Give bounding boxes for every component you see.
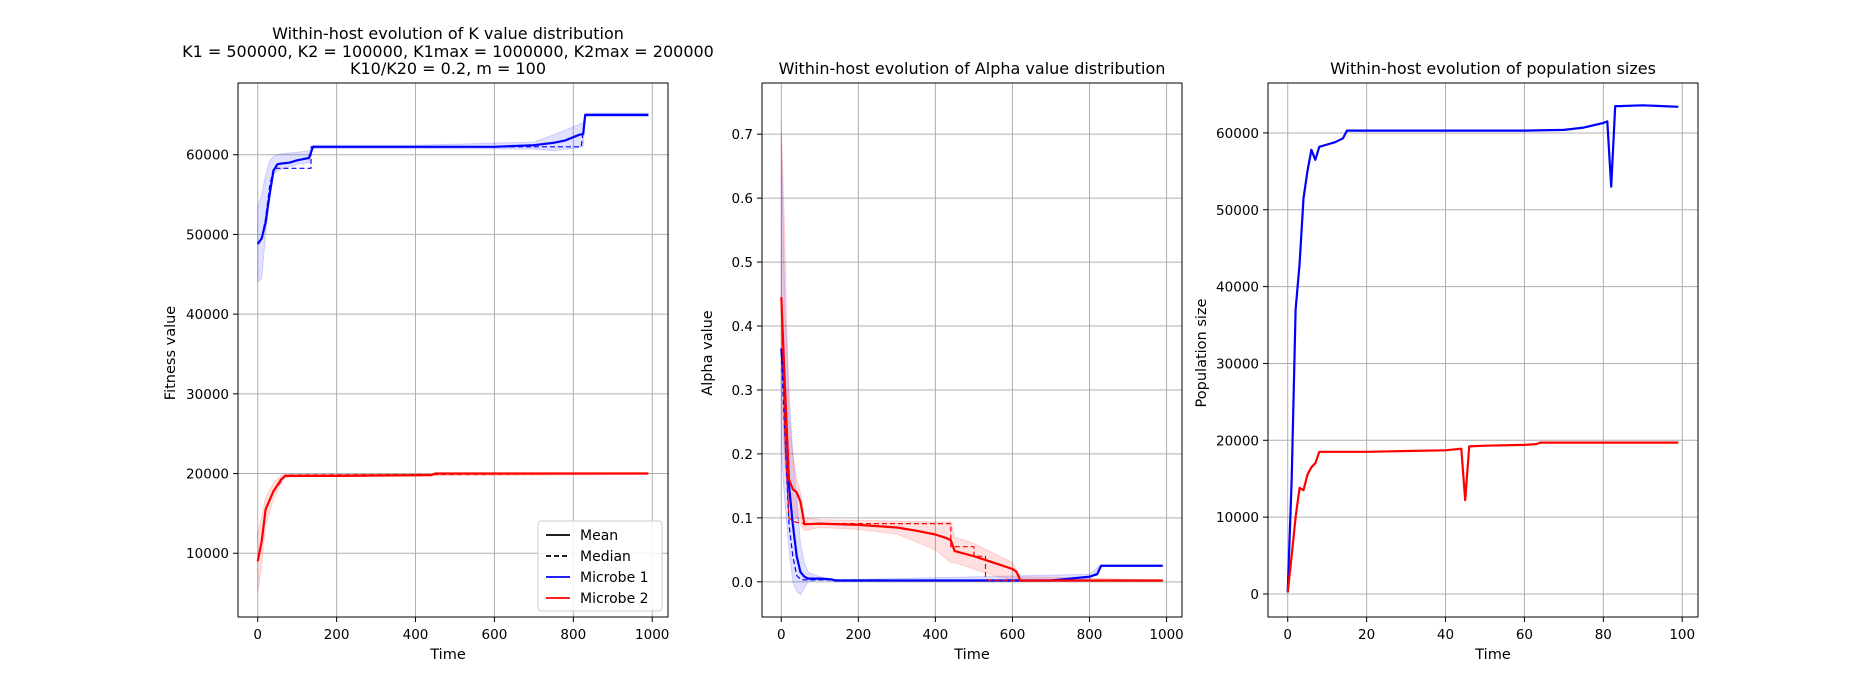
k-panel-microbe-1-median-line bbox=[257, 114, 649, 245]
population-panel-grid bbox=[1268, 83, 1698, 617]
alpha-panel-x-tick-label: 400 bbox=[923, 627, 949, 643]
k-panel-plot-area bbox=[256, 112, 649, 594]
alpha-panel-y-tick-label: 0.5 bbox=[732, 255, 753, 271]
k-panel-x-tick-label: 400 bbox=[403, 627, 429, 643]
alpha-panel-microbe-2-band-band bbox=[780, 121, 1164, 582]
legend-label-microbe-2: Microbe 2 bbox=[580, 591, 649, 607]
k-panel-x-tick-label: 800 bbox=[560, 627, 586, 643]
alpha-panel-x-axis-label: Time bbox=[953, 647, 990, 663]
population-panel-x-tick-label: 100 bbox=[1669, 627, 1695, 643]
population-panel-y-tick-label: 50000 bbox=[1216, 203, 1259, 219]
population-panel-y-axis-label: Population size bbox=[1194, 298, 1210, 407]
alpha-panel-y-tick-label: 0.7 bbox=[732, 127, 753, 143]
alpha-panel-frame bbox=[761, 82, 1183, 618]
population-panel-x-tick-label: 40 bbox=[1437, 627, 1454, 643]
alpha-panel-axes: 0 200 400 600 800 1000 0.0 0.1 0.2 0.3 0.4 0.5 0.6 0.… bbox=[732, 82, 1184, 643]
k-panel-axes: 0 200 400 600 800 1000 10000 20000 30000 40000 500… bbox=[186, 82, 669, 643]
k-panel-subtitle-line-1: K1 = 500000, K2 = 100000, K1max = 100000… bbox=[182, 42, 714, 61]
alpha-panel-x-tick-label: 200 bbox=[845, 627, 871, 643]
population-panel-microbe-1-line bbox=[1286, 104, 1679, 593]
population-size-panel: Within-host evolution of population size… bbox=[1194, 59, 1699, 663]
k-panel-y-tick-label: 40000 bbox=[186, 307, 229, 323]
k-panel-y-tick-label: 10000 bbox=[186, 546, 229, 562]
alpha-panel-plot-area bbox=[780, 121, 1164, 596]
k-panel-x-tick-label: 200 bbox=[324, 627, 350, 643]
alpha-value-panel: Within-host evolution of Alpha value dis… bbox=[700, 59, 1184, 663]
population-panel-x-tick-label: 80 bbox=[1595, 627, 1612, 643]
population-panel-plot-area bbox=[1286, 104, 1679, 593]
k-panel-legend-box bbox=[537, 520, 663, 612]
alpha-panel-y-tick-label: 0.1 bbox=[732, 511, 753, 527]
k-panel-x-tick-label: 0 bbox=[253, 627, 262, 643]
legend-label-microbe-1: Microbe 1 bbox=[580, 570, 649, 586]
k-panel-legend: Mean Median Microbe 1 Microbe 2 bbox=[537, 520, 663, 612]
alpha-panel-title: Within-host evolution of Alpha value dis… bbox=[779, 59, 1166, 78]
population-panel-axes: 0 20 40 60 80 100 0 10000 20000 30000 40000 50000 60… bbox=[1216, 82, 1699, 643]
k-panel-x-axis-label: Time bbox=[429, 647, 466, 663]
population-panel-y-tick-label: 10000 bbox=[1216, 510, 1259, 526]
alpha-panel-y-tick-label: 0.6 bbox=[732, 191, 753, 207]
population-panel-y-tick-label: 30000 bbox=[1216, 356, 1259, 372]
population-panel-microbe-2-line bbox=[1286, 441, 1679, 593]
alpha-panel-x-tick-label: 600 bbox=[1000, 627, 1026, 643]
k-panel-title: Within-host evolution of K value distrib… bbox=[272, 24, 624, 43]
alpha-panel-y-axis-label: Alpha value bbox=[700, 310, 716, 396]
k-panel-y-axis-label: Fitness value bbox=[163, 306, 179, 401]
alpha-panel-grid bbox=[762, 83, 1182, 617]
k-panel-microbe-2-median-line bbox=[257, 472, 649, 562]
alpha-panel-y-tick-label: 0.3 bbox=[732, 383, 753, 399]
alpha-panel-y-tick-label: 0.4 bbox=[732, 319, 753, 335]
alpha-panel-x-tick-label: 1000 bbox=[1149, 627, 1183, 643]
k-panel-x-tick-label: 1000 bbox=[635, 627, 669, 643]
k-panel-microbe-1-band-band bbox=[257, 112, 649, 284]
legend-label-median: Median bbox=[580, 549, 631, 565]
population-panel-x-tick-label: 20 bbox=[1358, 627, 1375, 643]
k-panel-frame bbox=[237, 82, 669, 618]
alpha-panel-microbe-1-mean-line bbox=[780, 348, 1163, 582]
k-panel-y-tick-label: 30000 bbox=[186, 387, 229, 403]
population-panel-x-axis-label: Time bbox=[1474, 647, 1511, 663]
alpha-panel-microbe-2-mean-line bbox=[780, 297, 1163, 582]
k-panel-y-tick-label: 50000 bbox=[186, 227, 229, 243]
population-panel-x-tick-label: 60 bbox=[1516, 627, 1533, 643]
population-panel-y-tick-label: 20000 bbox=[1216, 433, 1259, 449]
population-panel-x-tick-label: 0 bbox=[1283, 627, 1292, 643]
alpha-panel-y-tick-label: 0.2 bbox=[732, 447, 753, 463]
k-panel-x-tick-label: 600 bbox=[482, 627, 508, 643]
legend-label-mean: Mean bbox=[580, 528, 618, 544]
k-panel-y-tick-label: 20000 bbox=[186, 467, 229, 483]
k-panel-microbe-1-mean-line bbox=[256, 113, 649, 245]
k-panel-y-tick-label: 60000 bbox=[186, 148, 229, 164]
alpha-panel-microbe-2-median-line bbox=[780, 300, 1163, 582]
population-panel-y-tick-label: 40000 bbox=[1216, 280, 1259, 296]
k-value-panel: Within-host evolution of K value distrib… bbox=[163, 24, 714, 663]
alpha-panel-x-tick-label: 0 bbox=[777, 627, 786, 643]
population-panel-title: Within-host evolution of population size… bbox=[1330, 59, 1656, 78]
alpha-panel-x-tick-label: 800 bbox=[1077, 627, 1103, 643]
population-panel-y-tick-label: 60000 bbox=[1216, 126, 1259, 142]
population-panel-frame bbox=[1267, 82, 1699, 618]
population-panel-y-tick-label: 0 bbox=[1250, 587, 1259, 603]
alpha-panel-y-tick-label: 0.0 bbox=[732, 575, 753, 591]
alpha-panel-microbe-1-median-line bbox=[780, 351, 1163, 582]
k-panel-subtitle-line-2: K10/K20 = 0.2, m = 100 bbox=[350, 59, 546, 78]
